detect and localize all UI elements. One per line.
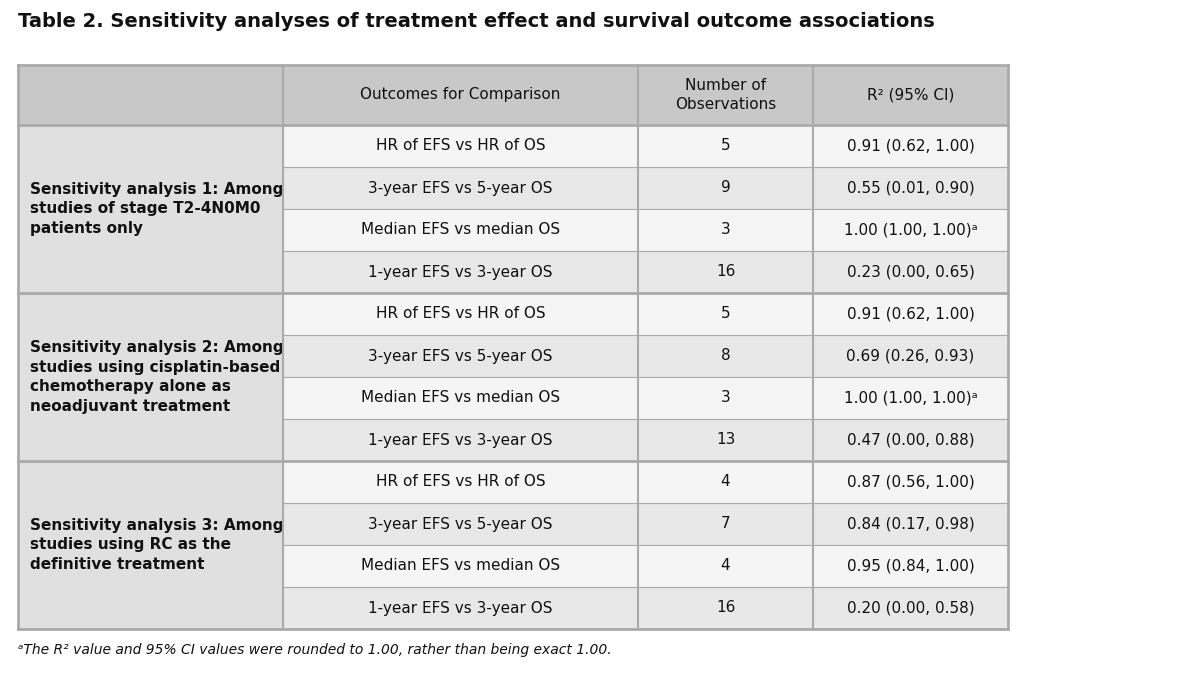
Bar — [638, 251, 814, 293]
Bar — [814, 587, 1008, 629]
Text: 0.47 (0.00, 0.88): 0.47 (0.00, 0.88) — [847, 432, 974, 448]
Text: 5: 5 — [721, 139, 731, 154]
Bar — [18, 293, 283, 461]
Bar — [638, 335, 814, 377]
Text: Median EFS vs median OS: Median EFS vs median OS — [361, 223, 560, 237]
Text: 0.23 (0.00, 0.65): 0.23 (0.00, 0.65) — [846, 264, 974, 280]
Text: 1.00 (1.00, 1.00)ᵃ: 1.00 (1.00, 1.00)ᵃ — [844, 390, 977, 406]
Text: 3-year EFS vs 5-year OS: 3-year EFS vs 5-year OS — [368, 180, 553, 196]
Text: 1-year EFS vs 3-year OS: 1-year EFS vs 3-year OS — [368, 432, 553, 448]
Text: 0.91 (0.62, 1.00): 0.91 (0.62, 1.00) — [846, 139, 974, 154]
Text: 0.87 (0.56, 1.00): 0.87 (0.56, 1.00) — [847, 475, 974, 489]
Text: 0.55 (0.01, 0.90): 0.55 (0.01, 0.90) — [847, 180, 974, 196]
Text: R² (95% CI): R² (95% CI) — [866, 88, 954, 102]
Text: 0.95 (0.84, 1.00): 0.95 (0.84, 1.00) — [847, 558, 974, 574]
Text: 7: 7 — [721, 516, 731, 532]
Text: 3: 3 — [721, 390, 731, 406]
Text: Median EFS vs median OS: Median EFS vs median OS — [361, 390, 560, 406]
Text: Median EFS vs median OS: Median EFS vs median OS — [361, 558, 560, 574]
Text: 0.20 (0.00, 0.58): 0.20 (0.00, 0.58) — [847, 601, 974, 615]
Bar — [283, 167, 638, 209]
Bar — [283, 419, 638, 461]
Bar — [283, 125, 638, 167]
Text: 9: 9 — [721, 180, 731, 196]
Bar — [283, 545, 638, 587]
Bar — [814, 209, 1008, 251]
Text: 16: 16 — [716, 601, 736, 615]
Text: ᵃThe R² value and 95% CI values were rounded to 1.00, rather than being exact 1.: ᵃThe R² value and 95% CI values were rou… — [18, 643, 612, 657]
Text: 0.69 (0.26, 0.93): 0.69 (0.26, 0.93) — [846, 349, 974, 363]
Text: Number of
Observations: Number of Observations — [674, 78, 776, 112]
Bar — [814, 167, 1008, 209]
Bar — [638, 419, 814, 461]
Text: 13: 13 — [716, 432, 736, 448]
Bar — [638, 587, 814, 629]
Text: Outcomes for Comparison: Outcomes for Comparison — [360, 88, 560, 102]
Bar — [283, 587, 638, 629]
Text: Sensitivity analysis 1: Among
studies of stage T2-4N0M0
patients only: Sensitivity analysis 1: Among studies of… — [30, 182, 283, 237]
Bar — [814, 461, 1008, 503]
Text: 16: 16 — [716, 264, 736, 280]
Text: 8: 8 — [721, 349, 731, 363]
Bar — [814, 293, 1008, 335]
Bar — [814, 419, 1008, 461]
Text: 1-year EFS vs 3-year OS: 1-year EFS vs 3-year OS — [368, 601, 553, 615]
Text: 4: 4 — [721, 558, 731, 574]
Text: Sensitivity analysis 2: Among
studies using cisplatin-based
chemotherapy alone a: Sensitivity analysis 2: Among studies us… — [30, 340, 283, 414]
Bar — [638, 503, 814, 545]
Text: Table 2. Sensitivity analyses of treatment effect and survival outcome associati: Table 2. Sensitivity analyses of treatme… — [18, 12, 935, 31]
Bar — [814, 251, 1008, 293]
Text: 5: 5 — [721, 306, 731, 322]
Bar — [814, 377, 1008, 419]
Text: 0.91 (0.62, 1.00): 0.91 (0.62, 1.00) — [846, 306, 974, 322]
Bar — [283, 377, 638, 419]
Text: HR of EFS vs HR of OS: HR of EFS vs HR of OS — [376, 139, 545, 154]
Bar — [638, 461, 814, 503]
Text: HR of EFS vs HR of OS: HR of EFS vs HR of OS — [376, 475, 545, 489]
Text: Sensitivity analysis 3: Among
studies using RC as the
definitive treatment: Sensitivity analysis 3: Among studies us… — [30, 518, 283, 572]
Bar — [814, 545, 1008, 587]
Text: 4: 4 — [721, 475, 731, 489]
Bar — [814, 335, 1008, 377]
Text: 0.84 (0.17, 0.98): 0.84 (0.17, 0.98) — [847, 516, 974, 532]
Bar — [814, 503, 1008, 545]
Bar — [638, 545, 814, 587]
Bar — [814, 125, 1008, 167]
Bar — [18, 461, 283, 629]
Text: 3-year EFS vs 5-year OS: 3-year EFS vs 5-year OS — [368, 349, 553, 363]
Bar — [283, 293, 638, 335]
Bar — [283, 209, 638, 251]
Bar — [638, 167, 814, 209]
Text: HR of EFS vs HR of OS: HR of EFS vs HR of OS — [376, 306, 545, 322]
Bar — [283, 251, 638, 293]
Text: 1-year EFS vs 3-year OS: 1-year EFS vs 3-year OS — [368, 264, 553, 280]
Bar — [283, 335, 638, 377]
Text: 1.00 (1.00, 1.00)ᵃ: 1.00 (1.00, 1.00)ᵃ — [844, 223, 977, 237]
Bar — [638, 209, 814, 251]
Bar — [18, 125, 283, 293]
Text: 3: 3 — [721, 223, 731, 237]
Bar — [638, 377, 814, 419]
Bar — [18, 65, 1008, 125]
Text: 3-year EFS vs 5-year OS: 3-year EFS vs 5-year OS — [368, 516, 553, 532]
Bar — [283, 503, 638, 545]
Bar — [638, 125, 814, 167]
Bar — [283, 461, 638, 503]
Bar — [638, 293, 814, 335]
